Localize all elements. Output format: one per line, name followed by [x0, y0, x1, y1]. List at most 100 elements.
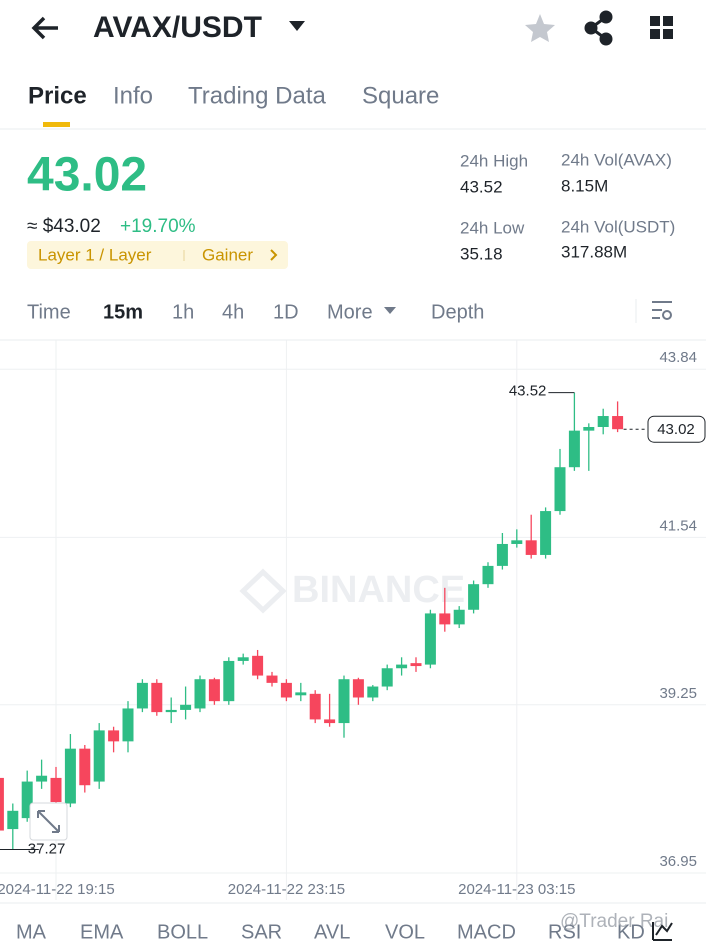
interval[interactable]: 1D	[273, 301, 299, 323]
candle-body	[309, 693, 321, 720]
candle-body	[237, 657, 249, 661]
candle-body	[136, 682, 148, 709]
interval[interactable]: Time	[27, 301, 71, 323]
stat-label: 24h Low	[460, 218, 525, 237]
pair-title[interactable]: AVAX/USDT	[93, 11, 262, 44]
indicator[interactable]: KD	[617, 921, 645, 943]
low-marker-label: 37.27	[28, 841, 66, 858]
candle-body	[266, 675, 278, 683]
more-caret	[384, 307, 396, 314]
x-tick-label: 2024-11-23 03:15	[458, 881, 575, 898]
candle-body	[554, 467, 566, 512]
candle-body	[338, 679, 350, 724]
tag-bar	[27, 241, 288, 269]
indicator[interactable]: AVL	[314, 921, 350, 943]
tag-arrow	[270, 249, 278, 261]
y-tick-label: 36.95	[659, 853, 697, 870]
indicator[interactable]: MACD	[457, 921, 516, 943]
candle-body	[208, 679, 220, 702]
expand-button[interactable]	[29, 802, 68, 841]
interval[interactable]: More	[327, 301, 373, 323]
tag[interactable]: Layer 1 / Layer	[38, 245, 152, 264]
stat-label: 24h Vol(USDT)	[561, 217, 675, 236]
candle-body	[453, 609, 465, 625]
candle-body	[252, 655, 264, 676]
interval[interactable]: 1h	[172, 301, 194, 323]
candle-body	[7, 810, 19, 830]
candle-body	[439, 613, 451, 625]
candle-body	[180, 704, 192, 710]
candle-body	[381, 668, 393, 687]
indicator[interactable]: VOL	[385, 921, 425, 943]
watermark: @Trader Rai	[560, 911, 668, 932]
candle-body	[540, 511, 552, 555]
y-tick-label: 43.84	[659, 349, 697, 366]
last-price-box	[647, 415, 706, 443]
candle-body	[511, 540, 523, 544]
last-price-label: 43.02	[657, 421, 695, 438]
fiat-price: ≈ $43.02	[27, 216, 101, 237]
stat-label: 24h Vol(AVAX)	[561, 150, 672, 169]
menu-button[interactable]	[650, 16, 673, 39]
indicator[interactable]: RSI	[548, 921, 581, 943]
interval[interactable]: 4h	[222, 301, 244, 323]
candle-body	[36, 775, 48, 782]
watermark-logo	[239, 568, 287, 614]
indicator[interactable]: SAR	[241, 921, 282, 943]
candle-body	[108, 730, 120, 742]
candle-body	[468, 584, 480, 610]
candle-body	[525, 540, 537, 555]
candle-body	[0, 777, 4, 831]
candle-body	[324, 719, 336, 724]
indicator[interactable]: BOLL	[157, 921, 208, 943]
candle-body	[612, 416, 624, 430]
indicator[interactable]: MA	[16, 921, 47, 943]
candle-body	[21, 781, 33, 819]
candle-body	[424, 613, 436, 665]
candle-body	[280, 682, 292, 698]
candle-body	[496, 543, 508, 566]
candle-body	[367, 686, 379, 698]
high-marker-label: 43.52	[509, 383, 547, 400]
interval[interactable]: 15m	[103, 301, 143, 323]
back-button[interactable]	[31, 16, 58, 40]
tab[interactable]: Info	[113, 82, 153, 109]
candle-body	[194, 679, 206, 709]
watermark: BINANCE	[292, 569, 465, 611]
share-button[interactable]	[584, 10, 613, 46]
x-tick-label: 2024-11-22 23:15	[228, 881, 345, 898]
candle-body	[352, 679, 364, 698]
stat-value: 43.52	[460, 177, 503, 196]
interval[interactable]: Depth	[431, 301, 484, 323]
candle-body	[482, 565, 494, 585]
x-tick-label: 2024-11-22 19:15	[0, 881, 115, 898]
candle-body	[597, 416, 609, 427]
candle-body	[410, 663, 422, 667]
chart-settings[interactable]	[652, 301, 672, 320]
tab[interactable]: Square	[362, 82, 439, 109]
price-change: +19.70%	[120, 216, 196, 237]
candle-body	[122, 708, 134, 742]
tab[interactable]: Trading Data	[188, 82, 327, 109]
stat-value: 35.18	[460, 244, 503, 263]
y-tick-label: 41.54	[659, 517, 697, 534]
tab[interactable]: Price	[28, 82, 87, 109]
candle-body	[568, 430, 580, 468]
last-price: 43.02	[27, 149, 147, 202]
favorite-button[interactable]	[525, 14, 555, 42]
candle-body	[295, 692, 307, 696]
candle-body	[583, 426, 595, 431]
tag[interactable]: Gainer	[202, 245, 253, 264]
tab-indicator	[43, 122, 70, 127]
chart: 36.95 39.25 41.54 43.84 2024-11-22 19:15 2024…	[0, 340, 706, 900]
stat-value: 317.88M	[561, 242, 627, 261]
indicator[interactable]: EMA	[80, 921, 124, 943]
chart-type-icon[interactable]	[652, 922, 673, 941]
candle-body	[64, 748, 76, 804]
pair-dropdown[interactable]	[289, 21, 305, 31]
candle-body	[79, 748, 91, 786]
y-tick-label: 39.25	[659, 685, 697, 702]
candle-body	[50, 777, 62, 803]
stat-value: 8.15M	[561, 176, 608, 195]
